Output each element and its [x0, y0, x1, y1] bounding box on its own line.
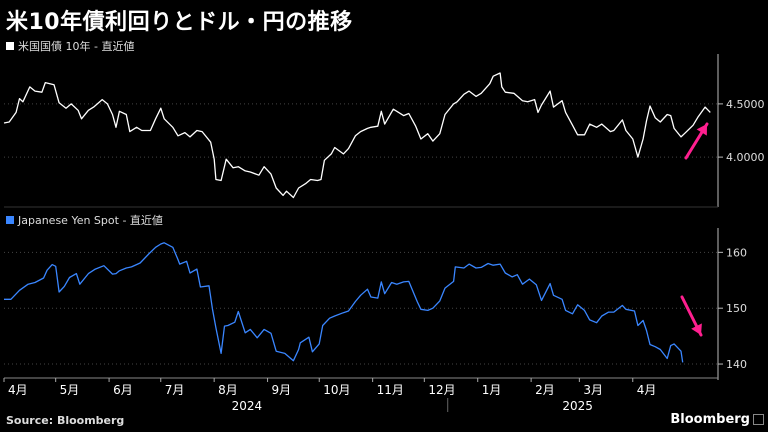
x-tick-label: 2月 [535, 383, 555, 397]
arrow-down-head [691, 323, 702, 335]
x-tick-label: 11月 [377, 383, 404, 397]
x-year-label: 2024 [232, 399, 263, 413]
brand-mark-icon [753, 414, 764, 425]
x-tick-label: 5月 [60, 383, 80, 397]
bloomberg-logo: Bloomberg [670, 412, 750, 427]
legend-swatch-treasury [6, 42, 14, 50]
legend-treasury-10y: 米国国債 10年 - 直近値 [6, 38, 134, 54]
legend-label-yen: Japanese Yen Spot - 直近値 [18, 214, 163, 227]
series-line-1 [4, 242, 684, 363]
y-tick-label: 150 [726, 302, 747, 315]
y-tick-label: 140 [726, 358, 747, 371]
chart-title: 米10年債利回りとドル・円の推移 [6, 10, 353, 35]
arrow-up-head [696, 124, 707, 136]
x-tick-label: 9月 [272, 383, 292, 397]
x-tick-label: 3月 [583, 383, 603, 397]
x-tick-label: 7月 [165, 383, 185, 397]
source-note: Source: Bloomberg [6, 414, 125, 427]
x-tick-label: 12月 [428, 383, 455, 397]
x-tick-label: 4月 [637, 383, 657, 397]
x-year-label: 2025 [562, 399, 593, 413]
y-tick-label: 160 [726, 246, 747, 259]
x-tick-label: 10月 [323, 383, 350, 397]
x-tick-label: 6月 [113, 383, 133, 397]
x-tick-label: 1月 [482, 383, 502, 397]
series-line-0 [3, 72, 711, 199]
x-tick-label: 8月 [218, 383, 238, 397]
legend-yen-spot: Japanese Yen Spot - 直近値 [6, 212, 163, 228]
y-tick-label: 4.5000 [726, 98, 765, 111]
x-tick-label: 4月 [8, 383, 28, 397]
y-tick-label: 4.0000 [726, 151, 765, 164]
legend-label-treasury: 米国国債 10年 - 直近値 [18, 40, 135, 53]
legend-swatch-yen [6, 216, 14, 224]
